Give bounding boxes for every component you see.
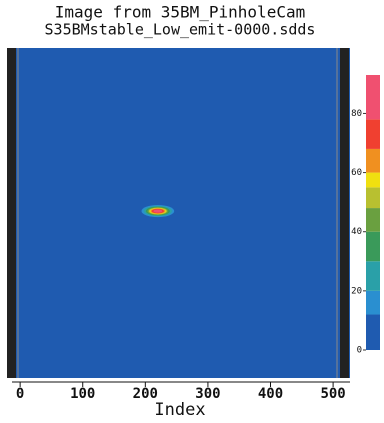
colorbar-tick-label: 40: [351, 227, 362, 237]
colorbar-tick-label: 20: [351, 286, 362, 296]
x-axis-label: Index: [154, 400, 205, 420]
colorbar-segment: [366, 173, 380, 188]
edge-stripe: [340, 48, 349, 378]
colorbar-tick-label: 80: [351, 109, 362, 119]
spot-contour: [153, 209, 162, 212]
image-field: [12, 48, 350, 378]
colorbar-segment: [366, 261, 380, 291]
colorbar-segment: [366, 291, 380, 315]
x-tick-label: 400: [258, 386, 283, 402]
colorbar-segment: [366, 187, 380, 208]
x-tick-label: 100: [70, 386, 95, 402]
x-tick-label: 0: [16, 386, 24, 402]
chart-subtitle: S35BMstable_Low_emit-0000.sdds: [45, 21, 316, 39]
x-tick-label: 200: [133, 386, 158, 402]
colorbar-tick-label: 60: [351, 168, 362, 178]
chart-title: Image from 35BM_PinholeCam: [55, 3, 305, 22]
colorbar-segment: [366, 149, 380, 173]
edge-stripe: [7, 48, 16, 378]
x-tick-label: 500: [320, 386, 345, 402]
x-tick-label: 300: [195, 386, 220, 402]
colorbar-segment: [366, 315, 380, 350]
colorbar-tick-label: 0: [357, 346, 362, 356]
colorbar-segment: [366, 119, 380, 149]
colorbar-segment: [366, 208, 380, 232]
colorbar-segment: [366, 232, 380, 262]
colorbar-segment: [366, 75, 380, 119]
chart: Image from 35BM_PinholeCam S35BMstable_L…: [0, 0, 384, 423]
